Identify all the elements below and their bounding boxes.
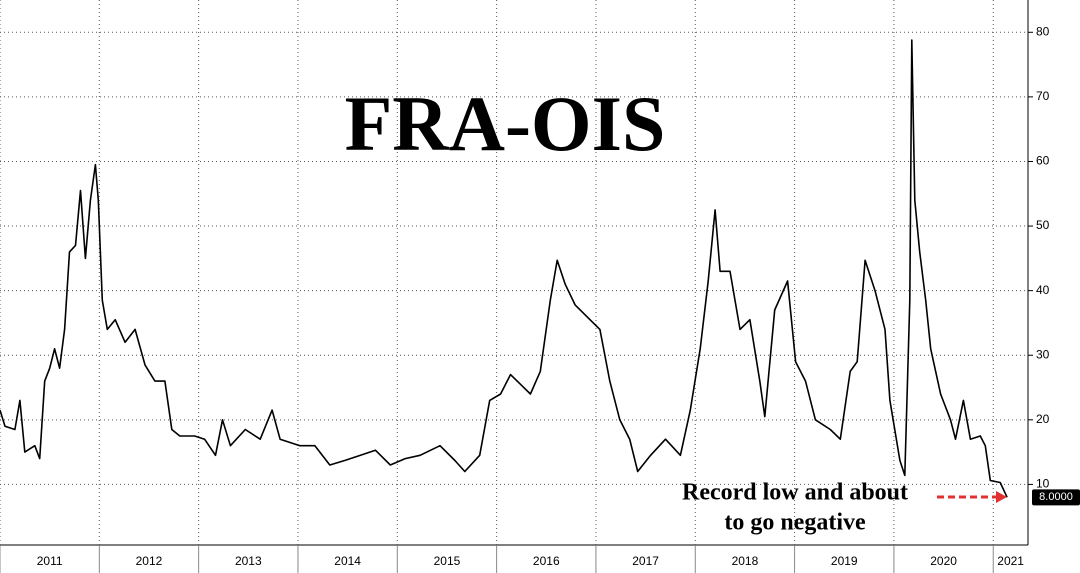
y-tick-label: 20	[1036, 412, 1050, 426]
x-tick-label: 2021	[997, 554, 1024, 568]
end-label: 8.0000	[1039, 491, 1073, 503]
y-tick-label: 40	[1036, 283, 1050, 297]
arrow-head	[996, 491, 1007, 503]
x-tick-label: 2012	[136, 554, 163, 568]
x-tick-label: 2015	[434, 554, 461, 568]
y-tick-label: 60	[1036, 154, 1050, 168]
x-tick-label: 2018	[732, 554, 759, 568]
x-tick-label: 2014	[334, 554, 361, 568]
x-tick-label: 2019	[831, 554, 858, 568]
x-tick-label: 2013	[235, 554, 262, 568]
x-tick-label: 2017	[632, 554, 659, 568]
y-tick-label: 50	[1036, 218, 1050, 232]
x-tick-label: 2020	[930, 554, 957, 568]
x-tick-label: 2016	[533, 554, 560, 568]
chart-title: FRA-OIS	[345, 80, 666, 167]
y-tick-label: 70	[1036, 89, 1050, 103]
end-label-box	[1032, 489, 1080, 506]
annotation: Record low and about	[682, 480, 908, 506]
y-tick-label: 10	[1036, 477, 1050, 491]
annotation: to go negative	[724, 510, 866, 536]
line	[0, 39, 1008, 498]
y-tick-label: 80	[1036, 24, 1050, 38]
y-tick-label: 30	[1036, 347, 1050, 361]
x-tick-label: 2011	[37, 554, 63, 568]
